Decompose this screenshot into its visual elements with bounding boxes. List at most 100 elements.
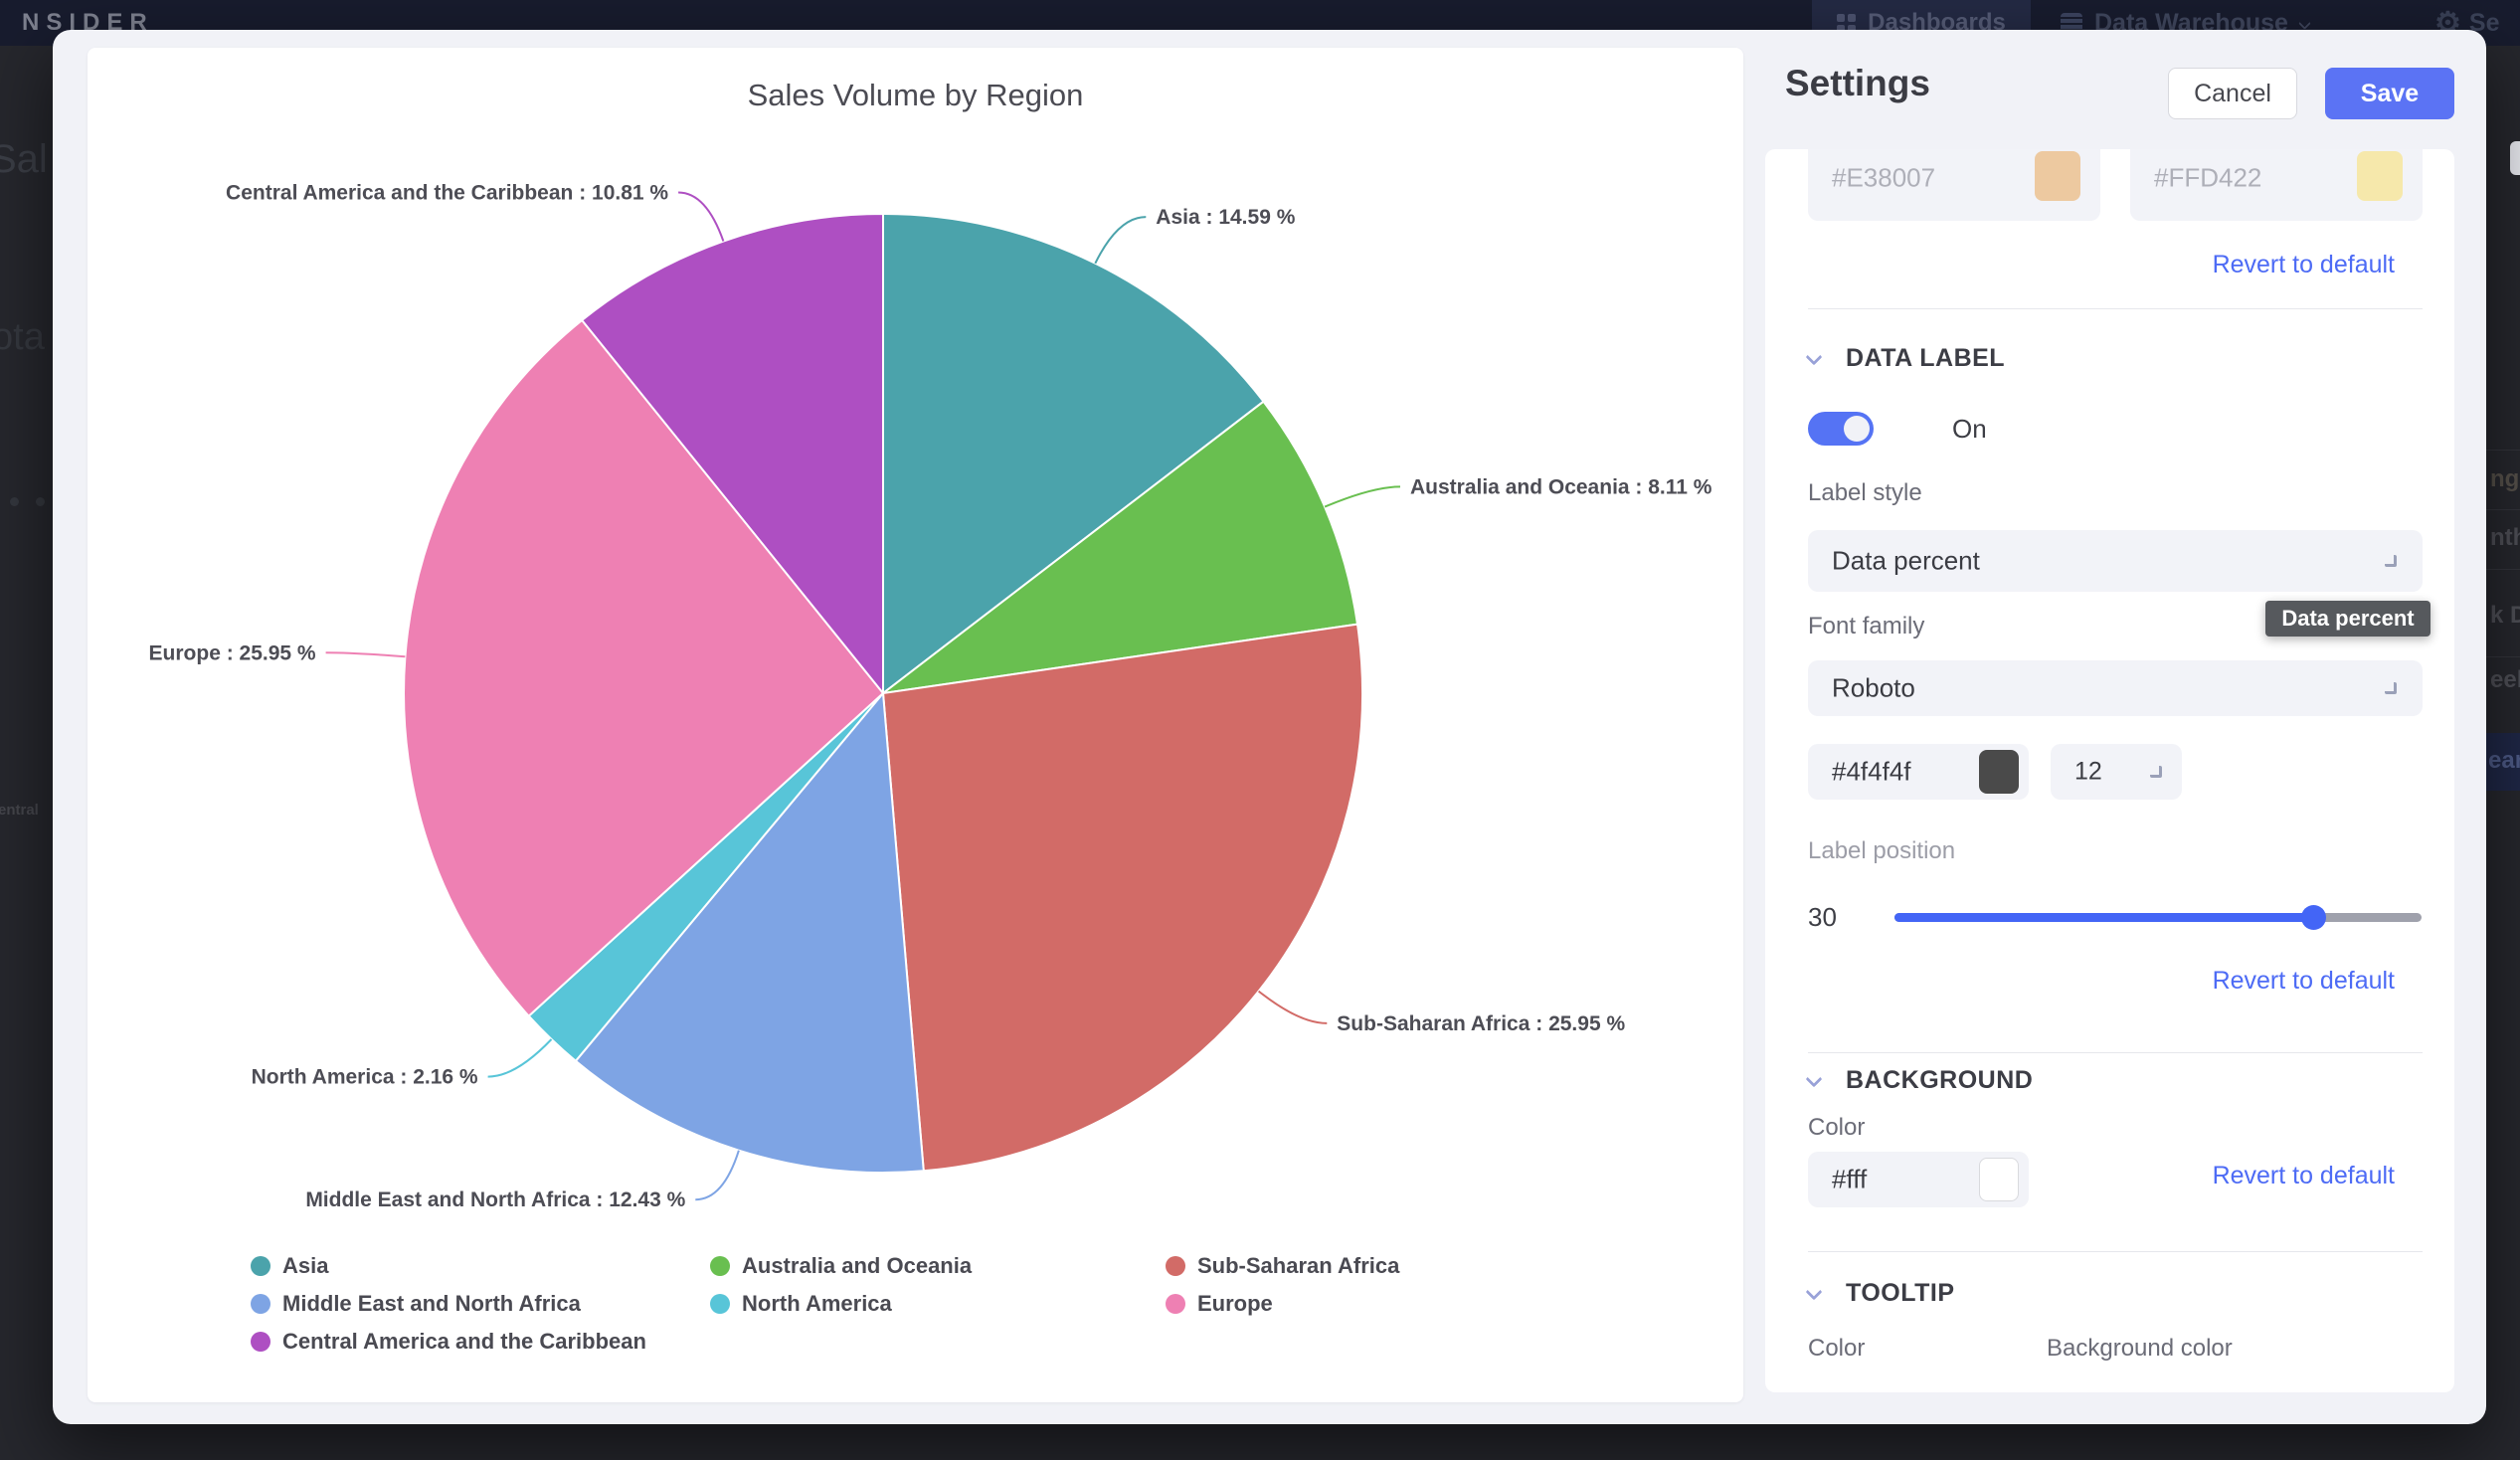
pie-label: Australia and Oceania : 8.11 %	[1410, 475, 1712, 498]
divider	[2486, 656, 2520, 657]
label-position-slider[interactable]	[1894, 905, 2422, 930]
series-color-value-2: #FFD422	[2154, 162, 2262, 193]
slider-fill	[1894, 913, 2313, 922]
divider	[1808, 308, 2423, 309]
background-color-label: Color	[1808, 1114, 1866, 1141]
section-header-data-label[interactable]: DATA LABEL	[1805, 344, 2006, 373]
background-text-fragment: k D	[2490, 602, 2520, 629]
legend-color-dot	[251, 1332, 270, 1352]
legend-label: Asia	[282, 1253, 329, 1278]
label-style-label: Label style	[1808, 479, 1922, 506]
revert-to-default-link-background[interactable]: Revert to default	[2212, 1162, 2395, 1189]
legend-color-dot	[710, 1294, 730, 1314]
chevron-down-icon	[2385, 682, 2397, 694]
background-text-fragment: eek	[2490, 666, 2520, 693]
legend-item[interactable]: Australia and Oceania	[710, 1247, 1166, 1285]
legend-color-dot	[251, 1256, 270, 1276]
background-text-fragment: ear	[2488, 747, 2520, 774]
background-highlighted-item: ear	[2486, 733, 2520, 791]
section-title: BACKGROUND	[1846, 1066, 2034, 1094]
font-color-swatch[interactable]	[1979, 750, 2019, 794]
pie-slice-australia-and-oceania[interactable]	[879, 400, 1359, 695]
legend-label: Middle East and North Africa	[282, 1291, 581, 1316]
legend-item[interactable]: Central America and the Caribbean	[251, 1323, 710, 1361]
label-style-dropdown[interactable]: Data percent	[1808, 530, 2423, 592]
background-text-fragment: ota	[0, 316, 45, 358]
divider	[1808, 1251, 2423, 1252]
toggle-state-label: On	[1952, 414, 1987, 444]
tooltip-color-label: Color	[1808, 1335, 1866, 1362]
label-position-value: 30	[1808, 902, 1837, 932]
pie-label: Middle East and North Africa : 12.43 %	[305, 1188, 685, 1211]
pie-label: Europe : 25.95 %	[149, 641, 316, 664]
divider	[2486, 450, 2520, 451]
cancel-button[interactable]: Cancel	[2168, 68, 2297, 119]
legend-item[interactable]: Middle East and North Africa	[251, 1285, 710, 1323]
font-color-value: #4f4f4f	[1832, 756, 1911, 787]
pie-label-line	[1094, 216, 1147, 265]
pie-label-line	[1257, 990, 1328, 1024]
legend-color-dot	[1166, 1256, 1185, 1276]
background-color-swatch[interactable]	[1979, 1158, 2019, 1201]
slider-thumb[interactable]	[2300, 905, 2326, 930]
pie-slice-europe[interactable]	[403, 318, 885, 1018]
pie-slice-middle-east-and-north-africa[interactable]	[574, 690, 925, 1174]
pie-label-line	[325, 651, 406, 658]
legend-color-dot	[251, 1294, 270, 1314]
font-color-input[interactable]: #4f4f4f	[1808, 744, 2029, 800]
save-button[interactable]: Save	[2325, 68, 2454, 119]
legend-item[interactable]: North America	[710, 1285, 1166, 1323]
pie-slice-sub-saharan-africa[interactable]	[881, 623, 1364, 1173]
font-size-value: 12	[2074, 757, 2102, 786]
series-color-input-2[interactable]: #FFD422	[2130, 149, 2423, 221]
pie-slice-central-america-and-the-caribbean[interactable]	[580, 212, 884, 696]
font-family-value: Roboto	[1832, 672, 1915, 703]
legend-item[interactable]: Europe	[1166, 1285, 1663, 1323]
chart-legend: Asia Australia and Oceania Sub-Saharan Afr…	[251, 1247, 1663, 1361]
legend-label: Europe	[1197, 1291, 1273, 1316]
pie-label: Asia : 14.59 %	[1156, 206, 1295, 229]
revert-to-default-link-colors[interactable]: Revert to default	[2212, 251, 2395, 278]
revert-to-default-link-data-label[interactable]: Revert to default	[2212, 967, 2395, 995]
section-header-tooltip[interactable]: TOOLTIP	[1805, 1279, 1955, 1308]
label-position-label: Label position	[1808, 837, 1956, 864]
legend-label: Sub-Saharan Africa	[1197, 1253, 1400, 1278]
legend-label: Central America and the Caribbean	[282, 1329, 646, 1354]
chevron-down-icon	[2150, 766, 2162, 778]
pie-label-line	[678, 191, 725, 242]
background-text-fragment: nth	[2490, 524, 2520, 551]
legend-item[interactable]: Asia	[251, 1247, 710, 1285]
section-title: DATA LABEL	[1846, 344, 2006, 372]
series-color-swatch-2[interactable]	[2357, 151, 2403, 201]
font-family-label: Font family	[1808, 613, 1925, 639]
font-family-dropdown[interactable]: Roboto	[1808, 660, 2423, 716]
pie-label: Sub-Saharan Africa : 25.95 %	[1337, 1012, 1625, 1035]
legend-item[interactable]: Sub-Saharan Africa	[1166, 1247, 1663, 1285]
background-color-value: #fff	[1832, 1164, 1868, 1194]
background-color-input[interactable]: #fff	[1808, 1152, 2029, 1207]
background-dot	[10, 497, 19, 506]
section-title: TOOLTIP	[1846, 1279, 1955, 1307]
chart-title: Sales Volume by Region	[747, 78, 1084, 112]
divider	[1808, 1052, 2423, 1053]
chevron-down-icon	[1805, 348, 1823, 365]
settings-card: #E38007 #FFD422 Revert to default DATA L…	[1765, 149, 2454, 1392]
pie-label: North America : 2.16 %	[252, 1066, 478, 1089]
series-color-swatch-1[interactable]	[2035, 151, 2080, 201]
series-color-input-1[interactable]: #E38007	[1808, 149, 2100, 221]
data-label-toggle[interactable]	[1808, 412, 1874, 446]
tooltip-bg-color-label: Background color	[2047, 1335, 2233, 1362]
database-icon	[2061, 13, 2082, 33]
toggle-knob	[1844, 416, 1870, 442]
background-dot	[36, 497, 45, 506]
pie-slice-asia[interactable]	[882, 212, 1265, 696]
legend-color-dot	[710, 1256, 730, 1276]
dropdown-tooltip: Data percent	[2265, 601, 2430, 637]
dashboards-icon	[1837, 13, 1857, 33]
font-size-dropdown[interactable]: 12	[2051, 744, 2182, 800]
background-text-fragment: entral	[0, 802, 39, 819]
pie-label-line	[487, 1038, 553, 1078]
chevron-down-icon	[2385, 555, 2397, 567]
pie-label-line	[695, 1150, 740, 1201]
section-header-background[interactable]: BACKGROUND	[1805, 1066, 2034, 1095]
